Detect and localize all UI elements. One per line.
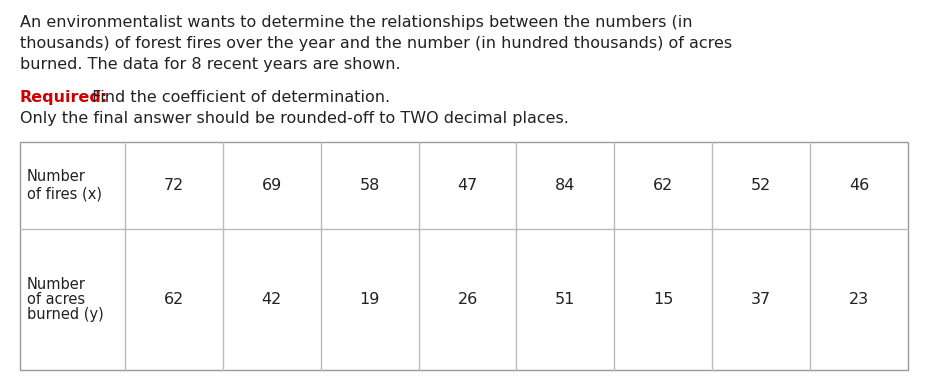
Text: 26: 26 (457, 292, 477, 307)
Text: Find the coefficient of determination.: Find the coefficient of determination. (87, 90, 389, 105)
Text: 37: 37 (750, 292, 770, 307)
Bar (20, 142, 907, 370)
Text: 23: 23 (848, 292, 869, 307)
Text: Number: Number (27, 169, 86, 184)
Text: 84: 84 (554, 178, 575, 193)
Text: Only the final answer should be rounded-off to TWO decimal places.: Only the final answer should be rounded-… (20, 111, 568, 126)
Text: Required:: Required: (20, 90, 108, 105)
Text: 51: 51 (554, 292, 575, 307)
Text: of fires (x): of fires (x) (27, 187, 102, 202)
Text: 15: 15 (653, 292, 673, 307)
Text: An environmentalist wants to determine the relationships between the numbers (in: An environmentalist wants to determine t… (20, 15, 692, 30)
Text: thousands) of forest fires over the year and the number (in hundred thousands) o: thousands) of forest fires over the year… (20, 36, 731, 51)
Text: burned (y): burned (y) (27, 307, 104, 322)
Text: 47: 47 (457, 178, 477, 193)
Text: 62: 62 (164, 292, 184, 307)
Text: of acres: of acres (27, 292, 85, 307)
Text: Number: Number (27, 277, 86, 292)
Text: 42: 42 (261, 292, 282, 307)
Text: 69: 69 (261, 178, 282, 193)
Text: 52: 52 (750, 178, 770, 193)
Text: 19: 19 (359, 292, 379, 307)
Text: burned. The data for 8 recent years are shown.: burned. The data for 8 recent years are … (20, 57, 400, 72)
Text: 62: 62 (653, 178, 673, 193)
Text: 58: 58 (359, 178, 379, 193)
Text: 72: 72 (164, 178, 184, 193)
Text: 46: 46 (848, 178, 869, 193)
